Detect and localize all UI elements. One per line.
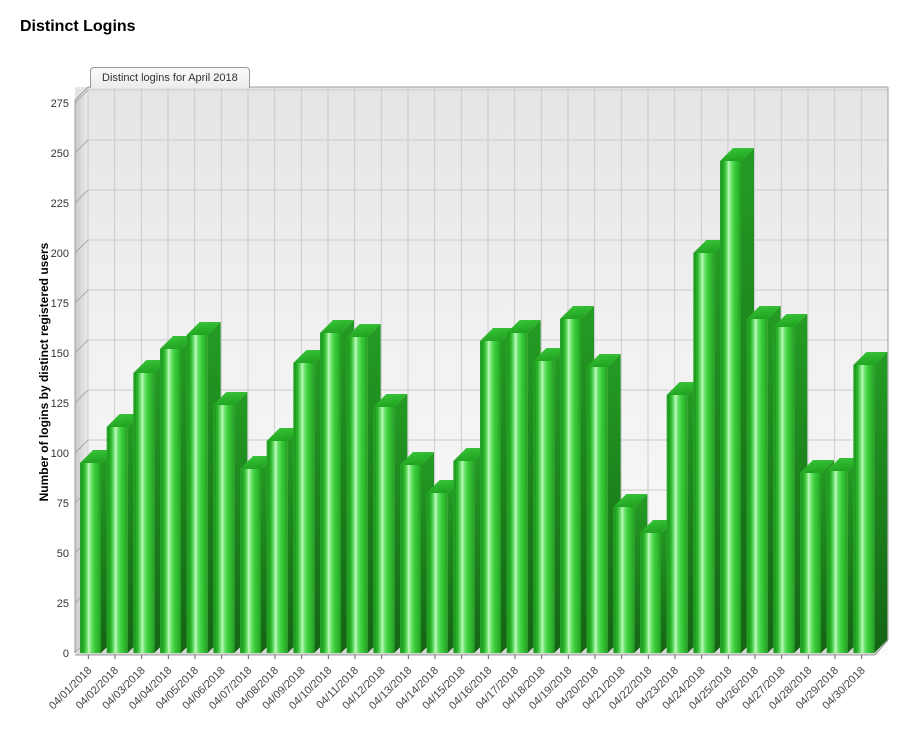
y-tick-label: 175	[51, 298, 69, 310]
y-tick-connector	[74, 189, 89, 204]
y-tick-label: 275	[51, 98, 69, 110]
bar-top-face	[533, 348, 568, 361]
bar-top-face	[560, 306, 594, 319]
y-tick-label: 0	[63, 648, 69, 660]
bar-front-face	[320, 333, 341, 653]
bar-front-face	[773, 327, 795, 653]
bar-front-face	[453, 461, 475, 653]
bar-front-face	[586, 367, 608, 653]
bar-front-face	[346, 337, 368, 653]
y-tick-label: 200	[51, 248, 69, 260]
bar-top-face	[80, 450, 114, 463]
bar-top-face	[266, 428, 301, 441]
y-tick-label: 100	[51, 448, 69, 460]
frame-bottomright-bevel	[874, 639, 889, 656]
bar-front-face	[720, 161, 741, 653]
bar-front-face	[133, 373, 155, 653]
bar-front-face	[613, 507, 635, 653]
bar-top-face	[720, 148, 754, 161]
bar-front-face	[506, 333, 528, 653]
bar-front-face	[533, 361, 555, 653]
y-tick-label: 50	[57, 548, 69, 560]
bar-top-face	[640, 520, 674, 533]
y-tick-label: 150	[51, 348, 69, 360]
bar-top-face	[613, 494, 648, 507]
bar-top-face	[666, 382, 701, 395]
bar-front-face	[160, 349, 181, 653]
frame-topleft-bevel	[74, 86, 89, 101]
y-tick-label: 250	[51, 148, 69, 160]
bar-front-face	[640, 533, 661, 653]
page-title: Distinct Logins	[20, 18, 136, 35]
bar-front-face	[293, 363, 315, 653]
bar-front-face	[480, 341, 501, 653]
bar-top-face	[213, 392, 248, 405]
bar-front-face	[853, 365, 875, 653]
bar-top-face	[373, 394, 408, 407]
y-tick-label: 25	[57, 598, 69, 610]
bar-top-face	[800, 460, 834, 473]
bar-front-face	[746, 319, 768, 653]
bar-front-face	[800, 473, 821, 653]
bar-top-face	[346, 324, 381, 337]
bar-top-face	[320, 320, 354, 333]
bar-top-face	[240, 456, 274, 469]
bar-top-face	[293, 350, 328, 363]
bar-front-face	[186, 335, 208, 653]
bar-front-face	[560, 319, 581, 653]
y-tick-connector	[74, 239, 89, 254]
y-tick-connector	[74, 339, 89, 354]
y-tick-connector	[74, 289, 89, 304]
y-tick-connector	[74, 89, 89, 104]
chart-tab[interactable]: Distinct logins for April 2018	[90, 67, 250, 88]
bar-top-face	[426, 480, 461, 493]
bar-front-face	[400, 465, 421, 653]
bar-top-face	[773, 314, 808, 327]
bar-front-face	[266, 441, 288, 653]
bar-front-face	[213, 405, 235, 653]
bar-top-face	[586, 354, 621, 367]
bar-front-face	[826, 471, 848, 653]
bar-top-face	[853, 352, 888, 365]
bar-front-face	[106, 427, 128, 653]
bar-top-face	[133, 360, 168, 373]
bar-top-face	[160, 336, 194, 349]
bar-top-face	[106, 414, 141, 427]
y-tick-connector	[74, 139, 89, 154]
bar-front-face	[666, 395, 688, 653]
y-tick-label: 125	[51, 398, 69, 410]
y-tick-connector	[74, 439, 89, 454]
bar-top-face	[186, 322, 221, 335]
bar-front-face	[693, 253, 715, 653]
bar-side-face	[874, 352, 888, 653]
bar-front-face	[240, 469, 261, 653]
bar-top-face	[480, 328, 514, 341]
bar-top-face	[693, 240, 728, 253]
bar-front-face	[373, 407, 395, 653]
bar-front-face	[80, 463, 101, 653]
y-tick-connector	[74, 389, 89, 404]
bar-top-face	[826, 458, 861, 471]
y-tick-label: 75	[57, 498, 69, 510]
bar-top-face	[453, 448, 488, 461]
bar-04/12/2018[interactable]	[373, 394, 408, 653]
bar-top-face	[746, 306, 781, 319]
bar-top-face	[506, 320, 541, 333]
bar-04/30/2018[interactable]	[853, 352, 888, 653]
y-tick-label: 225	[51, 198, 69, 210]
bar-top-face	[400, 452, 434, 465]
bar-front-face	[426, 493, 448, 653]
y-axis-title: Number of logins by distinct registered …	[37, 242, 51, 502]
